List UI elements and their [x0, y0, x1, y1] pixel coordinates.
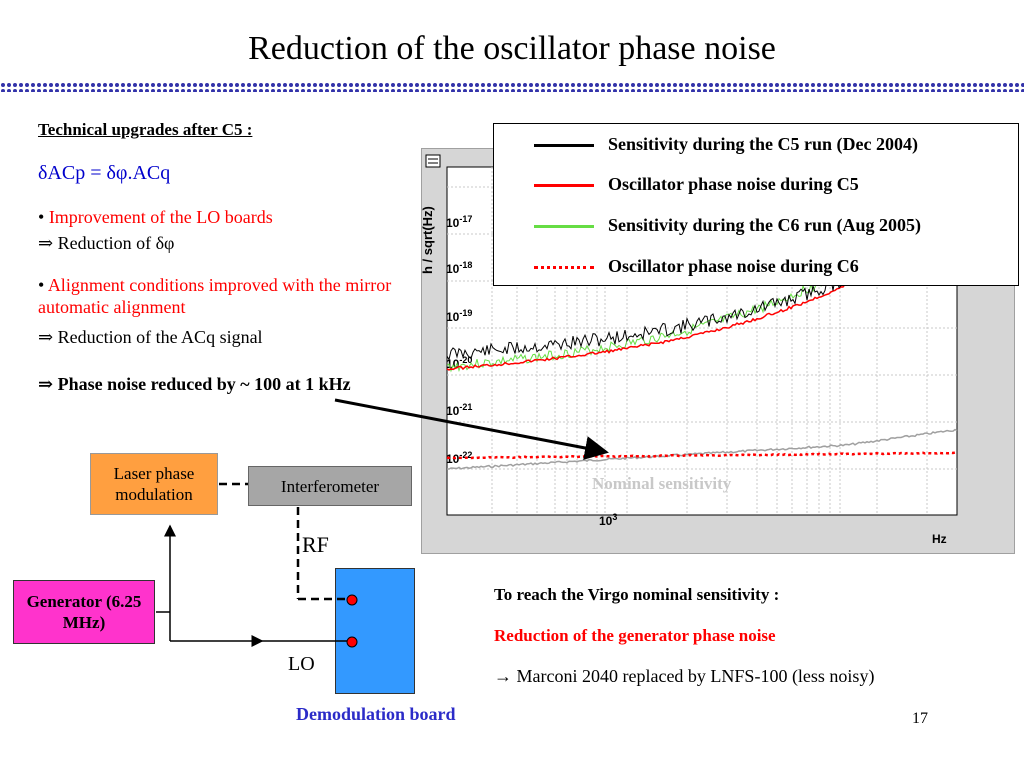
bullet-lo-boards-result: ⇒ Reduction of δφ	[38, 233, 175, 253]
generator-noise-reduction: Reduction of the generator phase noise	[494, 626, 776, 645]
page-title: Reduction of the oscillator phase noise	[248, 30, 776, 67]
phase-noise-formula: δACp = δφ.ACq	[38, 162, 171, 184]
legend-item-c6-sensitivity: Sensitivity during the C6 run (Aug 2005)	[494, 211, 1018, 241]
interferometer-box: Interferometer	[248, 466, 412, 506]
legend-swatch	[534, 225, 594, 228]
c6-phase-noise-curve	[446, 451, 957, 460]
laser-phase-modulation-box: Laser phase modulation	[90, 453, 218, 515]
nominal-sensitivity-goal: To reach the Virgo nominal sensitivity :	[494, 585, 780, 604]
nominal-sensitivity-annotation: Nominal sensitivity	[592, 474, 732, 493]
demodulation-board-box	[335, 568, 415, 694]
phase-noise-conclusion: ⇒ Phase noise reduced by ~ 100 at 1 kHz	[38, 374, 351, 394]
plot-x-axis-label: Hz	[932, 532, 947, 546]
y-tick-1e-17: 10-17	[446, 214, 472, 230]
lo-label: LO	[288, 653, 315, 675]
x-tick-1e3: 103	[599, 512, 617, 528]
rf-label: RF	[302, 532, 329, 557]
legend-label: Oscillator phase noise during C5	[608, 174, 859, 194]
plot-legend: Sensitivity during the C5 run (Dec 2004)…	[493, 123, 1019, 286]
bullet-lo-boards-text: Improvement of the LO boards	[48, 207, 273, 227]
legend-label: Sensitivity during the C6 run (Aug 2005)	[608, 215, 922, 235]
y-tick-1e-18: 10-18	[446, 260, 472, 276]
bullet-alignment-text: Alignment conditions improved with the m…	[38, 275, 392, 317]
bullet-alignment: • Alignment conditions improved with the…	[38, 275, 392, 317]
legend-item-c5-sensitivity: Sensitivity during the C5 run (Dec 2004)	[494, 130, 1018, 160]
nominal-sensitivity-curve	[447, 428, 958, 470]
title-divider	[0, 82, 1024, 92]
plot-menu-icon	[425, 154, 441, 168]
y-tick-1e-22: 10-22	[446, 450, 472, 466]
legend-item-c5-phase-noise: Oscillator phase noise during C5	[494, 170, 1018, 200]
generator-box: Generator (6.25 MHz)	[13, 580, 155, 644]
legend-swatch	[534, 184, 594, 187]
bullet-alignment-result: ⇒ Reduction of the ACq signal	[38, 327, 263, 347]
technical-upgrades-heading: Technical upgrades after C5 :	[38, 120, 253, 139]
legend-label: Sensitivity during the C5 run (Dec 2004)	[608, 134, 918, 154]
legend-swatch	[534, 266, 594, 269]
legend-label: Oscillator phase noise during C6	[608, 256, 859, 276]
legend-swatch	[534, 144, 594, 147]
plot-y-axis-label: h / sqrt(Hz)	[422, 206, 435, 274]
page-number: 17	[912, 710, 928, 727]
legend-item-c6-phase-noise: Oscillator phase noise during C6	[494, 252, 1018, 282]
demodulation-board-label: Demodulation board	[296, 704, 456, 724]
y-tick-1e-19: 10-19	[446, 308, 472, 324]
generator-replacement-note: → Marconi 2040 replaced by LNFS-100 (les…	[494, 666, 875, 686]
bullet-lo-boards: • Improvement of the LO boards	[38, 207, 273, 227]
